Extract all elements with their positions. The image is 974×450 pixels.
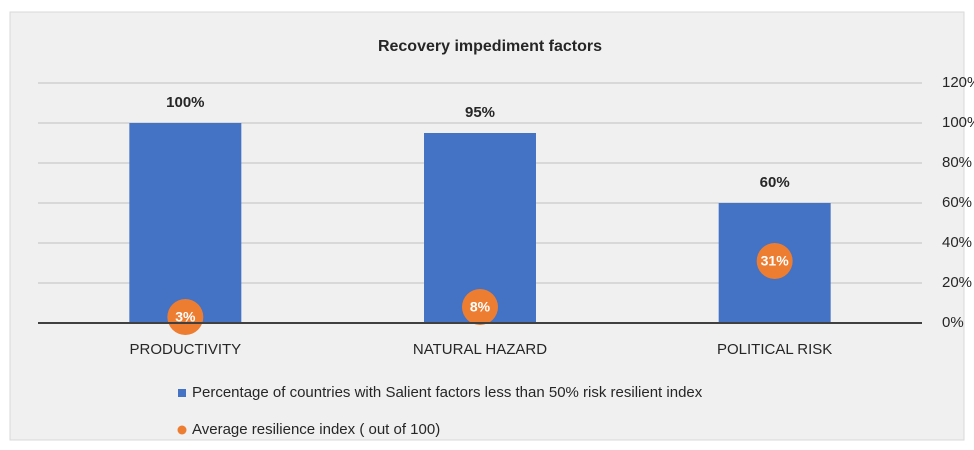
y-tick-label: 0% [942, 314, 964, 331]
x-tick-label: PRODUCTIVITY [129, 341, 241, 358]
y-tick-label: 60% [942, 194, 972, 211]
data-label: 8% [470, 299, 491, 315]
y-tick-label: 40% [942, 234, 972, 251]
legend-swatch [177, 425, 187, 435]
x-tick-label: NATURAL HAZARD [413, 341, 547, 358]
bar [129, 123, 242, 323]
y-tick-label: 120% [942, 74, 974, 91]
x-tick-label: POLITICAL RISK [717, 341, 832, 358]
y-tick-label: 20% [942, 274, 972, 291]
chart-title: Recovery impediment factors [378, 38, 602, 55]
marker [167, 299, 204, 335]
y-tick-label: 100% [942, 114, 974, 131]
data-label: 31% [761, 253, 790, 269]
data-label: 3% [175, 309, 196, 325]
legend-label: Average resilience index ( out of 100) [192, 421, 440, 438]
marker [462, 289, 498, 325]
y-tick-label: 80% [942, 154, 972, 171]
legend-swatch [178, 389, 186, 397]
data-label: 95% [465, 104, 495, 121]
marker [756, 243, 793, 279]
data-label: 60% [760, 174, 790, 191]
data-label: 100% [166, 94, 204, 111]
legend-label: Percentage of countries with Salient fac… [192, 384, 703, 401]
